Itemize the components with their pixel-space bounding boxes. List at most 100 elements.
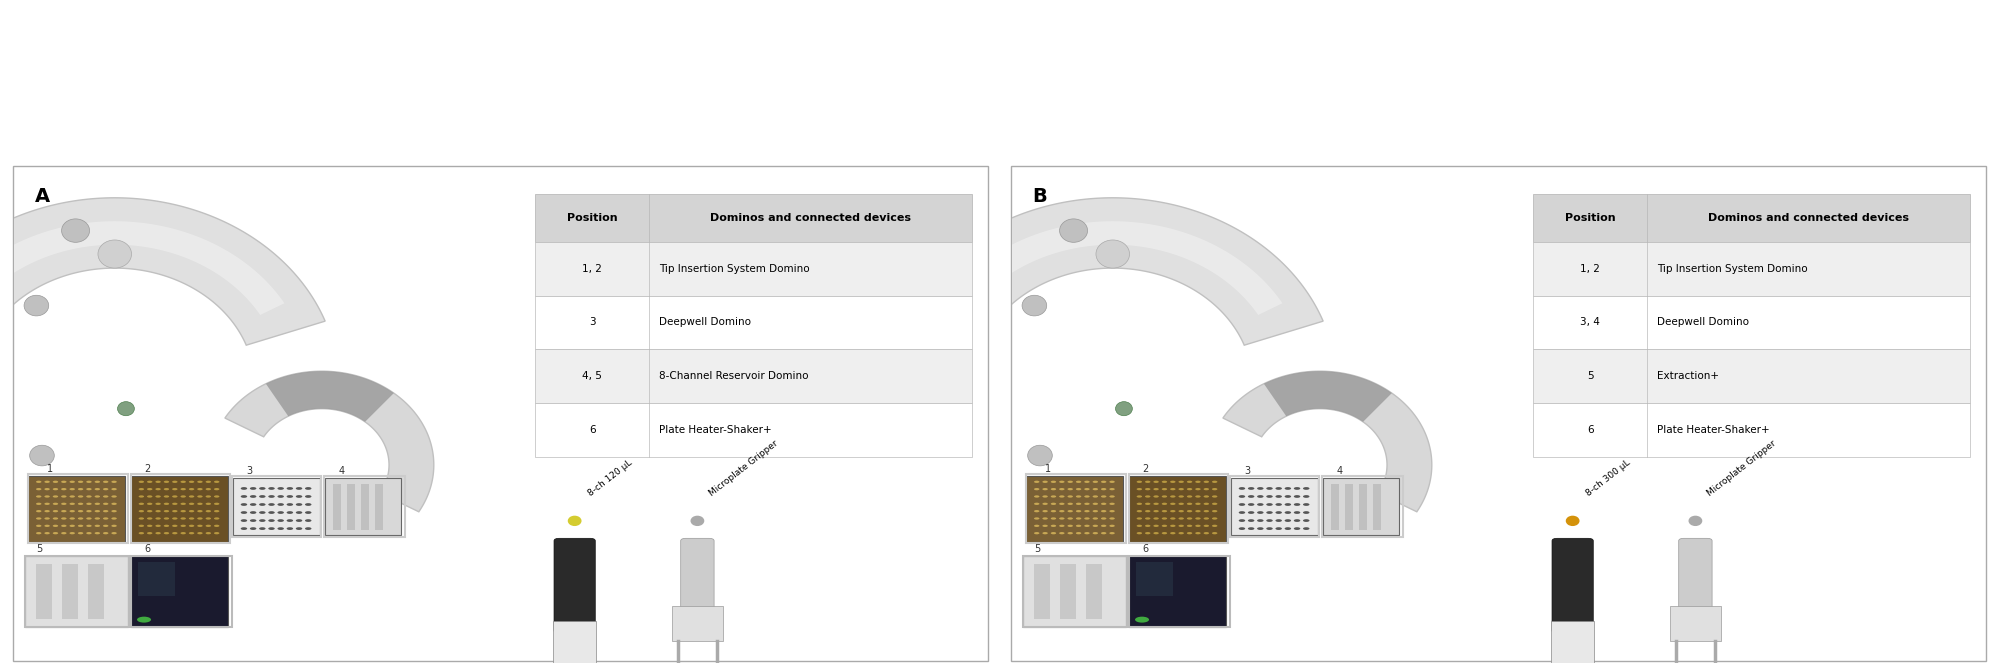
FancyBboxPatch shape (1086, 564, 1102, 619)
Circle shape (1162, 480, 1168, 483)
Circle shape (240, 527, 248, 530)
Text: Extraction+: Extraction+ (1656, 371, 1718, 381)
Circle shape (1204, 532, 1210, 534)
Circle shape (1196, 517, 1200, 519)
Circle shape (188, 510, 194, 512)
Circle shape (1100, 480, 1106, 483)
Circle shape (268, 503, 274, 506)
Circle shape (1084, 503, 1090, 505)
Circle shape (94, 510, 100, 512)
Circle shape (1068, 532, 1072, 534)
Circle shape (1196, 525, 1200, 527)
Circle shape (1034, 510, 1040, 512)
Circle shape (214, 532, 220, 534)
Circle shape (156, 525, 160, 527)
Circle shape (1178, 517, 1184, 519)
Text: 2: 2 (1142, 464, 1148, 474)
Circle shape (44, 480, 50, 483)
Circle shape (180, 488, 186, 491)
Circle shape (30, 446, 54, 466)
Circle shape (1204, 480, 1210, 483)
Circle shape (36, 480, 42, 483)
Circle shape (44, 517, 50, 519)
Text: 4, 5: 4, 5 (582, 371, 602, 381)
Circle shape (1266, 487, 1272, 490)
Circle shape (240, 519, 248, 522)
Ellipse shape (568, 517, 580, 525)
Circle shape (1042, 495, 1048, 498)
Circle shape (206, 495, 212, 498)
Circle shape (1248, 511, 1254, 514)
Circle shape (1146, 510, 1150, 512)
Circle shape (86, 525, 92, 527)
Circle shape (1076, 480, 1082, 483)
FancyBboxPatch shape (1128, 556, 1226, 627)
Circle shape (94, 532, 100, 534)
Circle shape (86, 510, 92, 512)
FancyBboxPatch shape (672, 606, 722, 641)
Circle shape (286, 503, 294, 506)
Circle shape (156, 503, 160, 505)
Circle shape (1050, 532, 1056, 534)
Circle shape (1248, 495, 1254, 498)
Circle shape (112, 525, 116, 527)
Circle shape (198, 480, 202, 483)
FancyBboxPatch shape (36, 564, 52, 619)
Circle shape (156, 488, 160, 491)
Circle shape (1050, 495, 1056, 498)
Text: Microplate Gripper: Microplate Gripper (1706, 440, 1778, 499)
Text: Rapizyme Proteinase K digestion method: Rapizyme Proteinase K digestion method (162, 109, 840, 138)
Circle shape (198, 532, 202, 534)
Circle shape (1068, 525, 1072, 527)
Text: 6: 6 (144, 544, 150, 554)
Circle shape (1284, 527, 1292, 530)
Circle shape (36, 517, 42, 519)
FancyBboxPatch shape (1346, 484, 1354, 529)
Circle shape (1266, 519, 1272, 522)
Circle shape (304, 511, 312, 514)
Circle shape (1196, 488, 1200, 491)
Text: 8-Channel Reservoir Domino: 8-Channel Reservoir Domino (658, 371, 808, 381)
Circle shape (206, 517, 212, 519)
FancyBboxPatch shape (234, 478, 320, 535)
Circle shape (1146, 525, 1150, 527)
Circle shape (1084, 517, 1090, 519)
Circle shape (1076, 495, 1082, 498)
Circle shape (1060, 488, 1064, 491)
Circle shape (1238, 495, 1246, 498)
Circle shape (268, 519, 274, 522)
Circle shape (78, 525, 84, 527)
Circle shape (1050, 517, 1056, 519)
Text: 1, 2: 1, 2 (582, 264, 602, 274)
Circle shape (1146, 503, 1150, 505)
Circle shape (70, 525, 74, 527)
Circle shape (1076, 488, 1082, 491)
Circle shape (164, 488, 170, 491)
Circle shape (1060, 480, 1064, 483)
Circle shape (156, 480, 160, 483)
Circle shape (188, 488, 194, 491)
FancyBboxPatch shape (1552, 538, 1594, 633)
Circle shape (250, 503, 256, 506)
FancyBboxPatch shape (376, 484, 384, 529)
Circle shape (148, 488, 152, 491)
Circle shape (1068, 510, 1072, 512)
Circle shape (70, 488, 74, 491)
Circle shape (102, 488, 108, 491)
Circle shape (1212, 480, 1218, 483)
Circle shape (296, 487, 302, 490)
Circle shape (1196, 495, 1200, 498)
Circle shape (198, 525, 202, 527)
Text: Figure 3A – OligoWorks pretreatment: Figure 3A – OligoWorks pretreatment (194, 44, 808, 72)
Circle shape (1302, 511, 1310, 514)
Circle shape (1212, 517, 1218, 519)
Text: 8-ch 300 μL: 8-ch 300 μL (1584, 458, 1632, 499)
Circle shape (148, 495, 152, 498)
Text: 6: 6 (1142, 544, 1148, 554)
Circle shape (112, 503, 116, 505)
Text: 5: 5 (1034, 544, 1040, 554)
Circle shape (164, 517, 170, 519)
Circle shape (172, 532, 178, 534)
Circle shape (52, 495, 58, 498)
Text: SPE Microplate method: SPE Microplate method (1308, 109, 1690, 138)
